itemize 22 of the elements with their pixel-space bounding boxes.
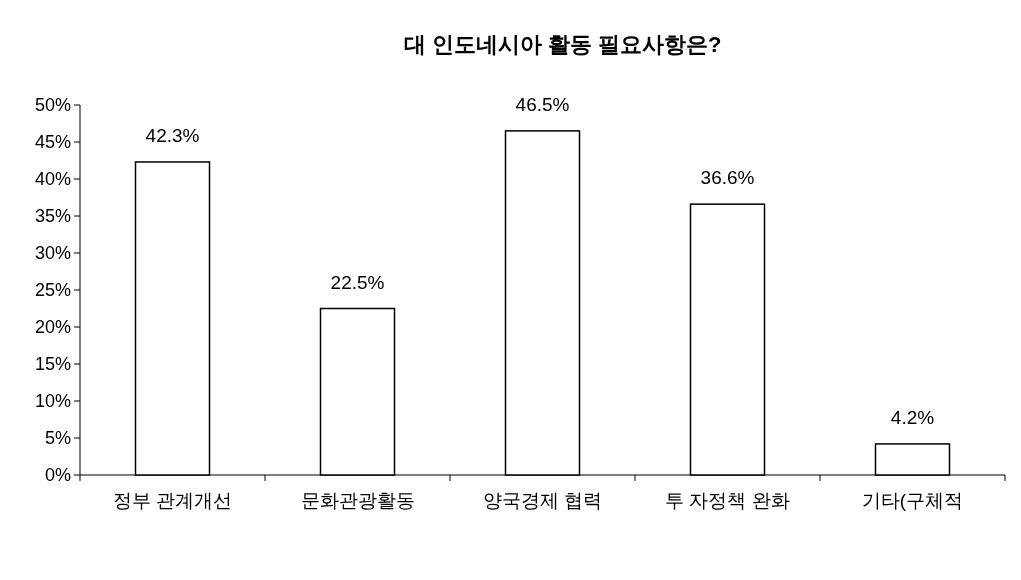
x-tick-label: 문화관광활동 xyxy=(300,490,415,511)
y-tick-label: 35% xyxy=(34,206,71,226)
y-tick-label: 40% xyxy=(34,169,71,189)
y-tick-label: 30% xyxy=(34,243,71,263)
x-tick-label: 정부 관계개선 xyxy=(112,490,233,511)
data-label: 4.2% xyxy=(890,406,935,428)
y-tick-label: 15% xyxy=(34,354,71,374)
y-tick-label: 50% xyxy=(34,95,71,115)
data-label: 42.3% xyxy=(145,124,200,146)
x-tick-label: 양국경제 협력 xyxy=(482,490,603,511)
x-tick-label: 기타(구체적 xyxy=(861,490,964,511)
title: 대 인도네시아 활동 필요사항은? xyxy=(403,32,722,57)
y-tick-label: 25% xyxy=(34,280,71,300)
y-tick-label: 5% xyxy=(44,428,71,448)
x-tick-label: 투 자정책 완화 xyxy=(665,490,790,511)
data-label: 46.5% xyxy=(515,93,570,115)
y-tick-label: 20% xyxy=(34,317,71,337)
data-label: 36.6% xyxy=(700,167,755,189)
y-tick-label: 10% xyxy=(34,391,71,411)
data-label: 22.5% xyxy=(330,271,385,293)
y-tick-label: 0% xyxy=(44,465,71,485)
y-tick-label: 45% xyxy=(34,132,71,152)
